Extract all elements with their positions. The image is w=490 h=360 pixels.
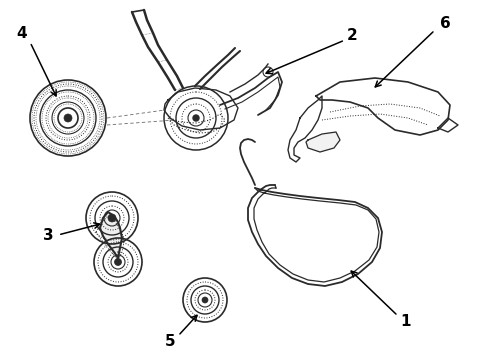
Circle shape (115, 258, 122, 266)
Text: 2: 2 (346, 28, 357, 44)
Text: 1: 1 (401, 315, 411, 329)
Polygon shape (306, 132, 340, 152)
Text: 5: 5 (165, 334, 175, 350)
Circle shape (64, 114, 72, 122)
Circle shape (202, 297, 208, 303)
Text: 6: 6 (440, 17, 450, 31)
Circle shape (267, 71, 270, 73)
Text: 3: 3 (43, 229, 53, 243)
Polygon shape (100, 212, 122, 258)
Text: 4: 4 (17, 27, 27, 41)
Circle shape (108, 214, 116, 222)
Circle shape (193, 115, 199, 121)
